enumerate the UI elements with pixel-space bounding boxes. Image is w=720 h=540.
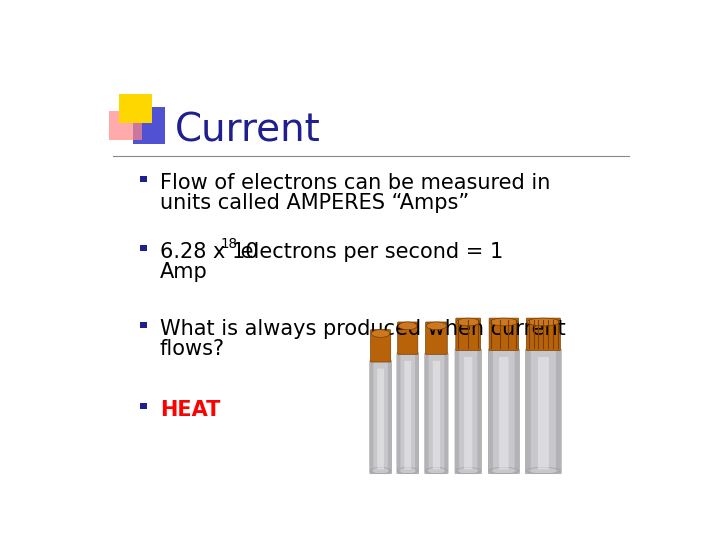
FancyBboxPatch shape — [433, 361, 440, 469]
Ellipse shape — [456, 468, 481, 474]
Bar — [140, 245, 147, 251]
FancyBboxPatch shape — [488, 349, 519, 474]
FancyBboxPatch shape — [464, 357, 472, 469]
Ellipse shape — [526, 468, 560, 474]
FancyBboxPatch shape — [405, 361, 411, 469]
Text: HEAT: HEAT — [160, 400, 220, 420]
FancyBboxPatch shape — [371, 330, 391, 362]
FancyBboxPatch shape — [397, 322, 418, 354]
FancyBboxPatch shape — [456, 318, 481, 350]
Text: What is always produced when current: What is always produced when current — [160, 319, 565, 339]
Text: 18: 18 — [220, 237, 237, 251]
Ellipse shape — [372, 330, 390, 338]
FancyBboxPatch shape — [455, 349, 482, 474]
FancyBboxPatch shape — [556, 349, 561, 473]
FancyBboxPatch shape — [526, 349, 531, 473]
FancyBboxPatch shape — [370, 361, 392, 474]
Bar — [140, 403, 147, 409]
FancyBboxPatch shape — [456, 349, 459, 473]
Ellipse shape — [398, 322, 417, 330]
Text: 6.28 x 10: 6.28 x 10 — [160, 242, 258, 262]
FancyBboxPatch shape — [515, 349, 519, 473]
FancyBboxPatch shape — [397, 353, 418, 474]
Ellipse shape — [371, 468, 391, 474]
FancyBboxPatch shape — [477, 349, 481, 473]
FancyBboxPatch shape — [426, 322, 447, 354]
Text: electrons per second = 1: electrons per second = 1 — [234, 242, 503, 262]
FancyBboxPatch shape — [489, 349, 493, 473]
Bar — [132, 107, 165, 144]
Ellipse shape — [489, 468, 518, 474]
Bar — [120, 94, 152, 123]
Ellipse shape — [456, 318, 480, 326]
Ellipse shape — [490, 318, 518, 326]
FancyBboxPatch shape — [377, 369, 384, 469]
Bar — [140, 176, 147, 182]
Ellipse shape — [426, 468, 447, 474]
FancyBboxPatch shape — [526, 349, 561, 474]
Text: Flow of electrons can be measured in: Flow of electrons can be measured in — [160, 173, 550, 193]
FancyBboxPatch shape — [370, 361, 374, 473]
FancyBboxPatch shape — [397, 353, 400, 473]
Ellipse shape — [397, 468, 418, 474]
FancyBboxPatch shape — [415, 353, 418, 473]
Text: Current: Current — [175, 111, 321, 149]
Text: flows?: flows? — [160, 339, 225, 359]
Bar — [109, 111, 142, 140]
FancyBboxPatch shape — [444, 353, 448, 473]
FancyBboxPatch shape — [425, 353, 448, 474]
FancyBboxPatch shape — [426, 353, 428, 473]
Text: units called AMPERES “Amps”: units called AMPERES “Amps” — [160, 193, 469, 213]
FancyBboxPatch shape — [499, 357, 508, 469]
FancyBboxPatch shape — [388, 361, 391, 473]
Ellipse shape — [426, 322, 446, 330]
Bar — [140, 322, 147, 328]
FancyBboxPatch shape — [526, 318, 560, 350]
FancyBboxPatch shape — [538, 357, 549, 469]
Text: Amp: Amp — [160, 262, 207, 282]
FancyBboxPatch shape — [489, 318, 518, 350]
Ellipse shape — [527, 318, 559, 326]
